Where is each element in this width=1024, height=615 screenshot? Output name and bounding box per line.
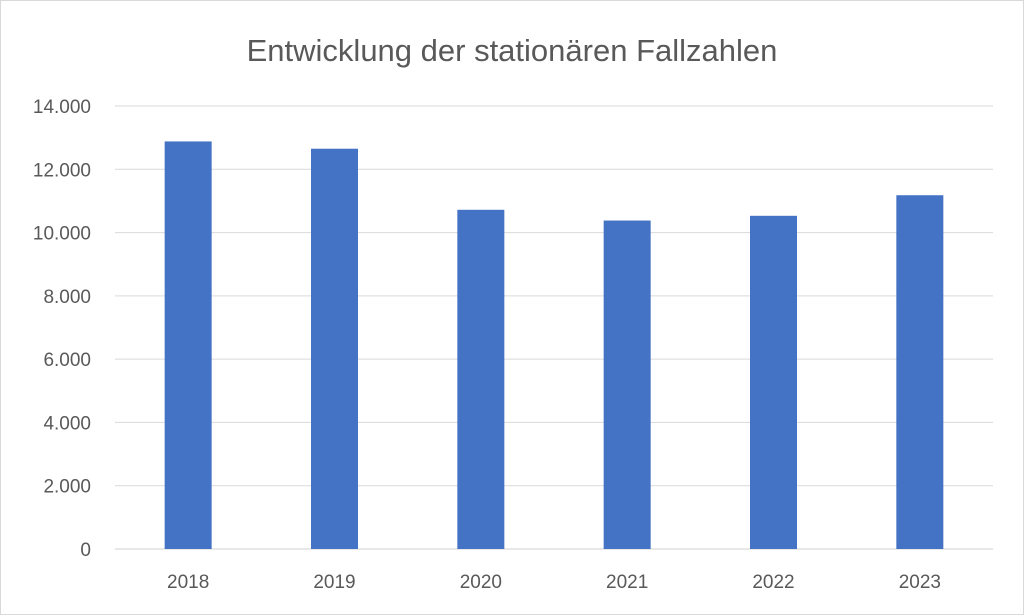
bar-2021 [603,220,651,549]
x-tick-label: 2019 [313,572,355,593]
bars [164,141,944,550]
y-axis-ticks: 0 2.000 4.000 6.000 8.000 10.000 12.000 14.000 [33,97,91,561]
y-tick-label: 6.000 [43,350,91,371]
x-tick-label: 2022 [752,572,794,593]
chart-title: Entwicklung der stationären Fallzahlen [247,33,778,68]
y-tick-label: 2.000 [43,477,91,498]
bar-2022 [750,215,797,549]
x-tick-label: 2020 [460,572,502,593]
y-tick-label: 10.000 [33,224,91,245]
y-tick-label: 14.000 [33,97,91,118]
x-tick-label: 2018 [167,572,209,593]
bar-2019 [311,148,358,550]
x-axis-ticks: 2018 2019 2020 2021 2022 2023 [167,572,941,593]
x-tick-label: 2021 [606,572,648,593]
gridlines [115,105,993,550]
bar-2020 [457,209,505,549]
x-tick-label: 2023 [899,572,941,593]
bar-2018 [164,141,212,549]
y-tick-label: 4.000 [43,413,91,434]
y-tick-label: 0 [80,540,91,561]
y-tick-label: 8.000 [43,287,91,308]
y-tick-label: 12.000 [33,160,91,181]
bar-2023 [896,195,944,550]
